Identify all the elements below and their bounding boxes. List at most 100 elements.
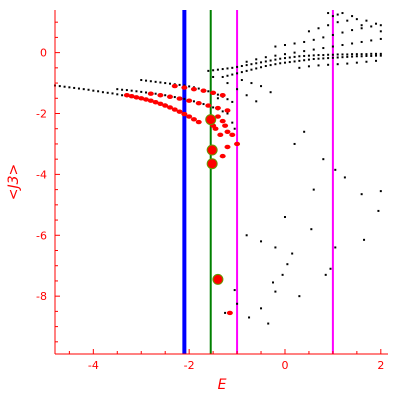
data-point-red-15 [195, 119, 202, 125]
data-point-black-122 [303, 59, 306, 62]
data-point-red-23 [214, 105, 221, 111]
data-point-black-14 [121, 94, 124, 97]
data-point-black-181 [298, 66, 301, 69]
data-point-black-173 [375, 22, 378, 25]
data-point-black-110 [245, 69, 248, 72]
data-point-black-62 [207, 90, 210, 93]
data-point-black-49 [145, 79, 148, 82]
data-point-black-157 [303, 40, 306, 43]
data-point-black-168 [327, 24, 330, 27]
data-point-black-176 [336, 13, 339, 16]
data-point-black-86 [293, 55, 296, 58]
data-point-black-95 [336, 53, 339, 56]
data-point-black-167 [317, 27, 320, 30]
data-point-black-51 [154, 80, 157, 83]
data-point-black-77 [250, 63, 253, 66]
data-point-black-211 [310, 228, 313, 231]
reference-lines [182, 10, 334, 354]
data-point-black-67 [231, 100, 234, 103]
data-point-black-83 [279, 57, 282, 60]
data-point-black-151 [360, 40, 363, 43]
data-point-red-13 [186, 114, 193, 119]
data-point-black-70 [216, 68, 219, 71]
data-point-black-93 [327, 53, 330, 56]
data-point-black-71 [221, 68, 224, 71]
data-point-black-182 [307, 65, 310, 68]
data-point-black-206 [343, 176, 346, 179]
data-point-black-9 [97, 90, 100, 93]
data-point-red-6 [152, 100, 159, 105]
data-point-black-150 [351, 42, 354, 45]
data-point-black-147 [322, 47, 325, 50]
data-point-black-196 [255, 100, 258, 103]
data-point-black-94 [331, 53, 334, 56]
data-point-black-137 [375, 54, 378, 57]
data-point-black-174 [327, 12, 330, 15]
data-point-black-117 [279, 62, 282, 65]
data-point-black-133 [355, 55, 358, 58]
data-point-black-46 [221, 110, 224, 113]
data-point-black-228 [236, 302, 239, 305]
data-point-red-32 [219, 118, 226, 124]
data-point-black-34 [164, 94, 167, 97]
y-tick-label: -4 [36, 168, 47, 181]
data-point-black-188 [365, 60, 368, 63]
data-point-black-66 [226, 98, 229, 101]
data-point-black-222 [281, 273, 284, 276]
data-point-black-109 [240, 71, 243, 74]
data-point-black-38 [183, 97, 186, 100]
data-point-black-159 [322, 36, 325, 39]
data-point-black-225 [274, 290, 277, 293]
data-point-black-5 [77, 87, 80, 90]
data-point-black-113 [260, 66, 263, 69]
data-point-black-207 [312, 188, 315, 191]
data-point-black-6 [82, 88, 85, 91]
data-point-black-148 [331, 45, 334, 48]
data-point-black-224 [233, 289, 236, 292]
data-point-black-187 [355, 61, 358, 64]
data-point-black-185 [336, 63, 339, 66]
data-point-red-9 [166, 105, 173, 110]
data-point-black-48 [140, 79, 143, 82]
data-point-red-16 [147, 91, 154, 96]
data-point-black-183 [317, 64, 320, 67]
data-point-red-33 [222, 123, 229, 128]
data-point-black-36 [173, 96, 176, 99]
data-point-black-162 [351, 29, 354, 32]
data-point-black-1 [58, 85, 61, 88]
data-point-black-144 [293, 51, 296, 54]
data-point-black-170 [346, 19, 349, 22]
data-point-black-166 [307, 30, 310, 33]
data-point-black-13 [116, 93, 119, 96]
data-point-black-50 [149, 80, 152, 83]
data-point-black-73 [231, 66, 234, 69]
data-point-red-17 [157, 93, 164, 98]
data-point-black-7 [87, 88, 90, 91]
data-point-black-120 [293, 60, 296, 63]
data-point-black-178 [351, 15, 354, 18]
data-point-black-164 [370, 25, 373, 28]
data-point-black-76 [245, 64, 248, 67]
data-point-black-230 [267, 322, 270, 325]
data-point-black-82 [274, 58, 277, 61]
x-tick-label: -4 [88, 359, 99, 372]
x-tick-label: -2 [184, 359, 195, 372]
data-point-black-205 [334, 168, 337, 171]
data-point-black-153 [379, 37, 382, 40]
data-point-black-99 [355, 53, 358, 56]
data-point-large-0 [205, 114, 217, 126]
data-point-large-2 [206, 158, 218, 170]
data-point-black-218 [291, 252, 294, 255]
data-point-black-97 [346, 53, 349, 56]
axes: -4 -2 0 2 0 -2 -4 -6 -8 [36, 10, 388, 372]
data-point-black-53 [164, 82, 167, 85]
data-point-black-227 [260, 307, 263, 310]
data-point-black-2 [63, 85, 66, 88]
data-point-red-41 [212, 126, 219, 131]
data-point-black-172 [365, 19, 368, 22]
data-point-black-127 [327, 57, 330, 60]
data-point-black-191 [250, 82, 253, 85]
data-point-black-203 [293, 142, 296, 145]
data-point-black-142 [274, 54, 277, 57]
